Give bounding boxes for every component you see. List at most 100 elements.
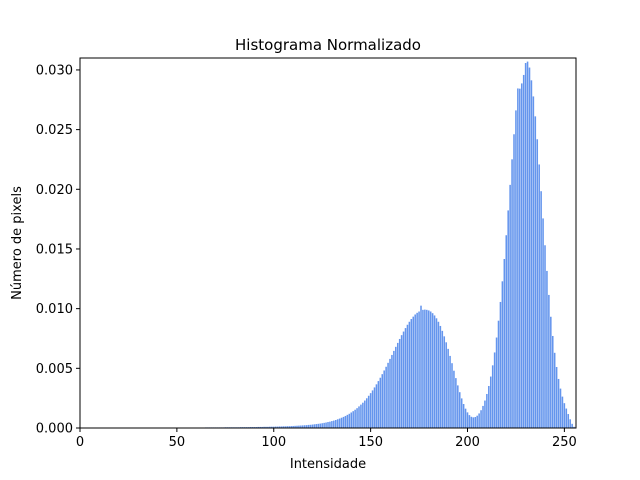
histogram-bar	[507, 210, 509, 428]
histogram-bar	[532, 96, 535, 429]
histogram-bar	[495, 337, 498, 428]
histogram-bar	[447, 348, 449, 428]
histogram-bar	[360, 404, 362, 428]
histogram-bar	[300, 425, 302, 428]
y-axis-ticks: 0.000 0.005 0.010 0.015 0.020 0.025 0.030	[36, 63, 80, 437]
histogram-bar	[311, 424, 314, 428]
histogram-bar	[387, 362, 389, 428]
histogram-bar	[381, 374, 384, 428]
histogram-bar	[346, 414, 349, 428]
histogram-bar	[517, 88, 519, 428]
histogram-bar	[364, 400, 366, 428]
histogram-bar	[480, 410, 482, 428]
histogram-bar	[356, 408, 358, 428]
histogram-bar	[307, 424, 310, 428]
histogram-bar	[476, 415, 478, 428]
histogram-bar	[573, 426, 575, 428]
histogram-bar	[400, 335, 403, 428]
histogram-bar	[464, 408, 467, 428]
histogram-bar	[329, 421, 331, 428]
histogram-bar	[474, 417, 477, 428]
histogram-bar	[323, 422, 325, 428]
histogram-bar	[276, 426, 279, 428]
y-tick-label: 0.010	[36, 302, 73, 317]
histogram-bar	[261, 426, 263, 428]
histogram-bar	[313, 424, 316, 428]
bars-group	[176, 61, 575, 429]
histogram-bar	[499, 301, 502, 428]
histogram-bar	[267, 426, 269, 428]
histogram-bar	[557, 378, 560, 428]
histogram-bar	[344, 415, 347, 428]
histogram-bar	[303, 425, 306, 428]
histogram-bar	[534, 116, 537, 429]
histogram-bar	[290, 426, 292, 428]
x-tick-label: 0	[76, 435, 84, 450]
histogram-bar	[424, 309, 426, 428]
histogram-bar	[406, 324, 409, 428]
histogram-bar	[550, 316, 552, 428]
histogram-bar	[367, 395, 370, 428]
histogram-bar	[453, 370, 455, 428]
histogram-bar	[393, 350, 395, 428]
histogram-bar	[513, 134, 515, 428]
histogram-bar	[462, 404, 465, 428]
histogram-bar	[321, 423, 323, 428]
histogram-bar	[571, 423, 573, 428]
histogram-bar	[488, 385, 490, 428]
histogram-bar	[389, 358, 391, 428]
histogram-bar	[280, 426, 283, 428]
histogram-bar	[352, 411, 354, 428]
histogram-bar	[327, 422, 329, 428]
histogram-bar	[567, 414, 570, 428]
histogram-bar	[544, 245, 546, 428]
histogram-bar	[302, 425, 304, 428]
histogram-bar	[519, 88, 521, 429]
histogram-bar	[482, 405, 484, 428]
histogram-bar	[271, 426, 273, 428]
histogram-bar	[489, 376, 492, 428]
histogram-bar	[373, 387, 376, 428]
histogram-bar	[331, 421, 333, 428]
chart-title: Histograma Normalizado	[235, 36, 421, 54]
histogram-bar	[538, 164, 540, 428]
histogram-bar	[298, 425, 300, 428]
histogram-bar	[466, 412, 469, 428]
histogram-bar	[398, 338, 401, 428]
histogram-bar	[265, 426, 267, 428]
histogram-bar	[503, 258, 506, 428]
histogram-bar	[416, 312, 418, 428]
histogram-bar	[410, 319, 413, 428]
histogram-bar	[441, 330, 444, 428]
y-tick-label: 0.030	[36, 63, 73, 78]
histogram-bar	[551, 335, 554, 428]
histogram-bar	[350, 412, 353, 428]
histogram-bar	[365, 398, 368, 428]
histogram-bar	[565, 408, 568, 428]
histogram-bar	[470, 416, 473, 428]
x-tick-label: 150	[358, 435, 383, 450]
histogram-bar	[486, 393, 488, 428]
histogram-bar	[333, 420, 335, 428]
histogram-bar	[338, 418, 341, 428]
x-tick-label: 100	[261, 435, 286, 450]
histogram-bar	[520, 83, 523, 429]
histogram-bar	[286, 426, 289, 428]
histogram-bar	[334, 420, 337, 428]
histogram-bar	[455, 378, 457, 428]
histogram-bar	[292, 425, 294, 428]
histogram-bar	[553, 352, 556, 428]
histogram-bar	[342, 416, 345, 428]
y-tick-label: 0.000	[36, 422, 73, 437]
histogram-bar	[542, 218, 544, 428]
histogram-bar	[491, 365, 494, 428]
histogram-bar	[526, 61, 529, 428]
histogram-bar	[468, 415, 471, 428]
y-tick-label: 0.005	[36, 362, 73, 377]
histogram-bar	[383, 370, 385, 428]
histogram-bar	[296, 425, 298, 428]
x-tick-label: 250	[552, 435, 577, 450]
histogram-bar	[559, 388, 562, 428]
histogram-bar	[414, 314, 416, 428]
